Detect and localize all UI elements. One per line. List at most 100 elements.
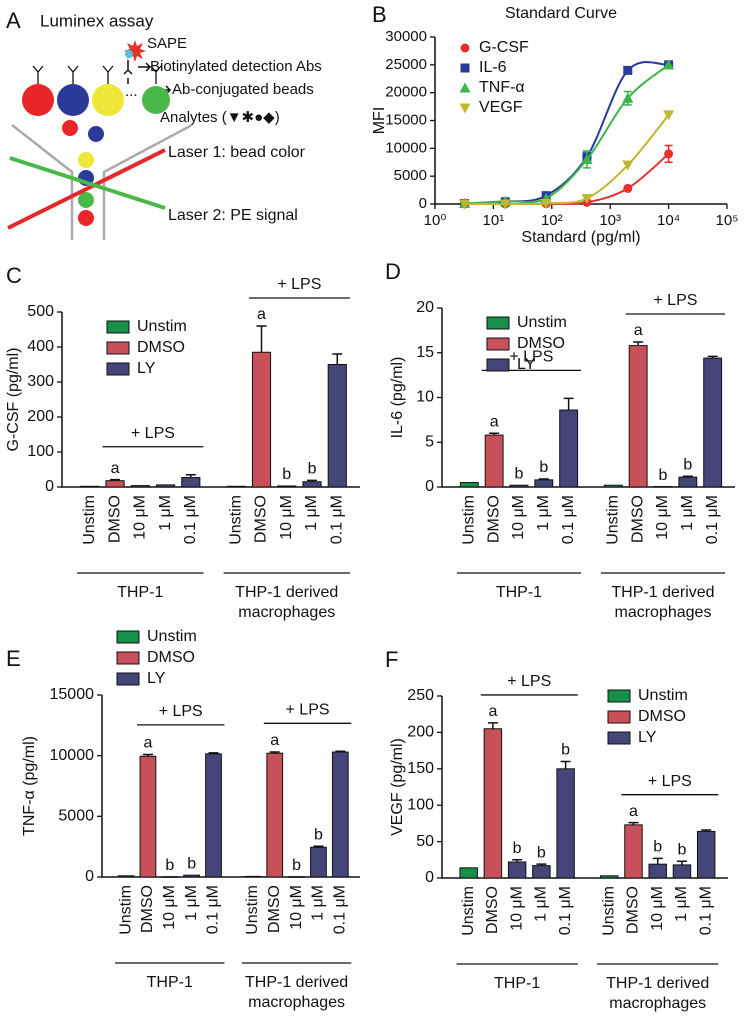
x-tick-label: 0.1 μM xyxy=(205,885,222,934)
bar xyxy=(183,874,201,878)
bead xyxy=(88,126,104,142)
x-tick-label: 10⁰ xyxy=(424,212,447,229)
legend-marker xyxy=(459,103,471,114)
laser-2 xyxy=(9,156,166,210)
bead xyxy=(22,84,54,116)
legend-label: LY xyxy=(147,670,166,687)
bracket-label: + LPS xyxy=(509,349,553,366)
bar-label: b xyxy=(292,857,301,874)
bar xyxy=(161,876,179,878)
group-label: THP-1 xyxy=(494,975,540,992)
sape-dot xyxy=(125,50,133,58)
bead xyxy=(62,120,78,136)
y-tick-label: 500 xyxy=(27,303,54,320)
error-bar xyxy=(652,857,663,865)
y-tick-label: 20000 xyxy=(385,84,427,101)
bar-label: b xyxy=(683,456,692,473)
bar xyxy=(139,755,157,878)
y-tick-label: 5000 xyxy=(394,167,427,184)
funnel xyxy=(11,123,193,240)
x-tick-label: 10³ xyxy=(599,212,621,229)
group-label: THP-1 derived xyxy=(611,584,714,601)
bracket-label: + LPS xyxy=(507,673,551,690)
detection-label: Biotinylated detection Abs xyxy=(150,58,322,75)
point xyxy=(622,92,634,103)
y-tick-label: 100 xyxy=(407,796,434,813)
x-tick-label: 0.1 μM xyxy=(182,495,199,544)
bar-label: b xyxy=(561,742,570,759)
x-tick-label: 10² xyxy=(541,212,563,229)
bar-label: b xyxy=(282,466,291,483)
bead xyxy=(78,210,94,226)
x-tick-label: DMSO xyxy=(253,495,270,543)
y-tick-label: 30000 xyxy=(385,28,427,45)
legend-label: LY xyxy=(137,360,156,377)
group-label: macrophages xyxy=(615,604,712,621)
bar xyxy=(310,846,327,878)
y-tick-label: 10 xyxy=(416,389,434,406)
bar xyxy=(696,830,716,879)
x-tick-label: 0.1 μM xyxy=(704,495,721,544)
y-tick-label: 200 xyxy=(27,408,54,425)
legend-swatch xyxy=(116,672,140,686)
error-bar xyxy=(142,753,153,757)
bar-label: a xyxy=(629,803,638,820)
bracket-label: + LPS xyxy=(277,276,321,293)
x-tick-label: 10 μM xyxy=(654,495,671,540)
bar xyxy=(302,481,322,488)
series-line xyxy=(464,153,670,206)
bar xyxy=(628,345,648,488)
bar-label: b xyxy=(165,857,174,874)
x-tick-label: 10 μM xyxy=(510,495,527,540)
x-tick-label: DMSO xyxy=(106,495,123,543)
legend-swatch xyxy=(486,358,510,372)
x-tick-label: 10⁴ xyxy=(657,212,680,229)
legend-label: TNF-α xyxy=(479,79,525,96)
x-tick-label: 10 μM xyxy=(161,885,178,930)
error-bar xyxy=(307,479,318,482)
y-tick-label: 150 xyxy=(407,760,434,777)
x-tick-label: 0.1 μM xyxy=(332,885,349,934)
bar xyxy=(80,485,100,488)
error-bar xyxy=(563,397,574,411)
bar xyxy=(624,824,643,879)
bar-label: a xyxy=(143,735,152,752)
bead xyxy=(78,192,94,208)
legend-swatch xyxy=(116,651,140,665)
y-axis-label: VEGF (pg/ml) xyxy=(389,738,406,836)
legend-label: DMSO xyxy=(137,339,185,356)
legend-label: Unstim xyxy=(638,687,688,704)
x-tick-label: Unstim xyxy=(605,495,622,545)
error-bar xyxy=(332,353,343,365)
x-tick-label: 1 μM xyxy=(157,495,174,531)
y-tick-label: 250 xyxy=(407,687,434,704)
bar xyxy=(327,364,347,488)
x-tick-label: Unstim xyxy=(81,495,98,545)
point xyxy=(540,198,552,209)
legend-swatch xyxy=(486,337,510,351)
series-line xyxy=(464,114,670,206)
bar xyxy=(678,476,698,488)
legend-label: VEGF xyxy=(479,99,523,116)
y-tick-label: 100 xyxy=(27,443,54,460)
sape-label: SAPE xyxy=(147,35,187,52)
error-bar xyxy=(489,432,500,436)
error-bar xyxy=(185,474,196,478)
panel-letter: B xyxy=(372,2,387,27)
point xyxy=(663,59,675,70)
y-tick-label: 400 xyxy=(27,338,54,355)
error-bar xyxy=(676,860,687,865)
y-tick-label: 5 xyxy=(425,433,434,450)
bead xyxy=(78,152,94,168)
diagram-title: Luminex assay xyxy=(40,11,154,30)
ellipsis: ... xyxy=(125,83,138,100)
bar xyxy=(648,863,667,879)
legend-label: Unstim xyxy=(147,628,197,645)
bar-label: b xyxy=(515,465,524,482)
legend-label: IL-6 xyxy=(479,59,507,76)
x-tick-label: 1 μM xyxy=(533,886,550,922)
laser-1 xyxy=(7,148,166,230)
group-label: THP-1 derived xyxy=(235,584,338,601)
y-axis-label: MFI xyxy=(371,107,388,135)
bar-label: a xyxy=(257,306,266,323)
